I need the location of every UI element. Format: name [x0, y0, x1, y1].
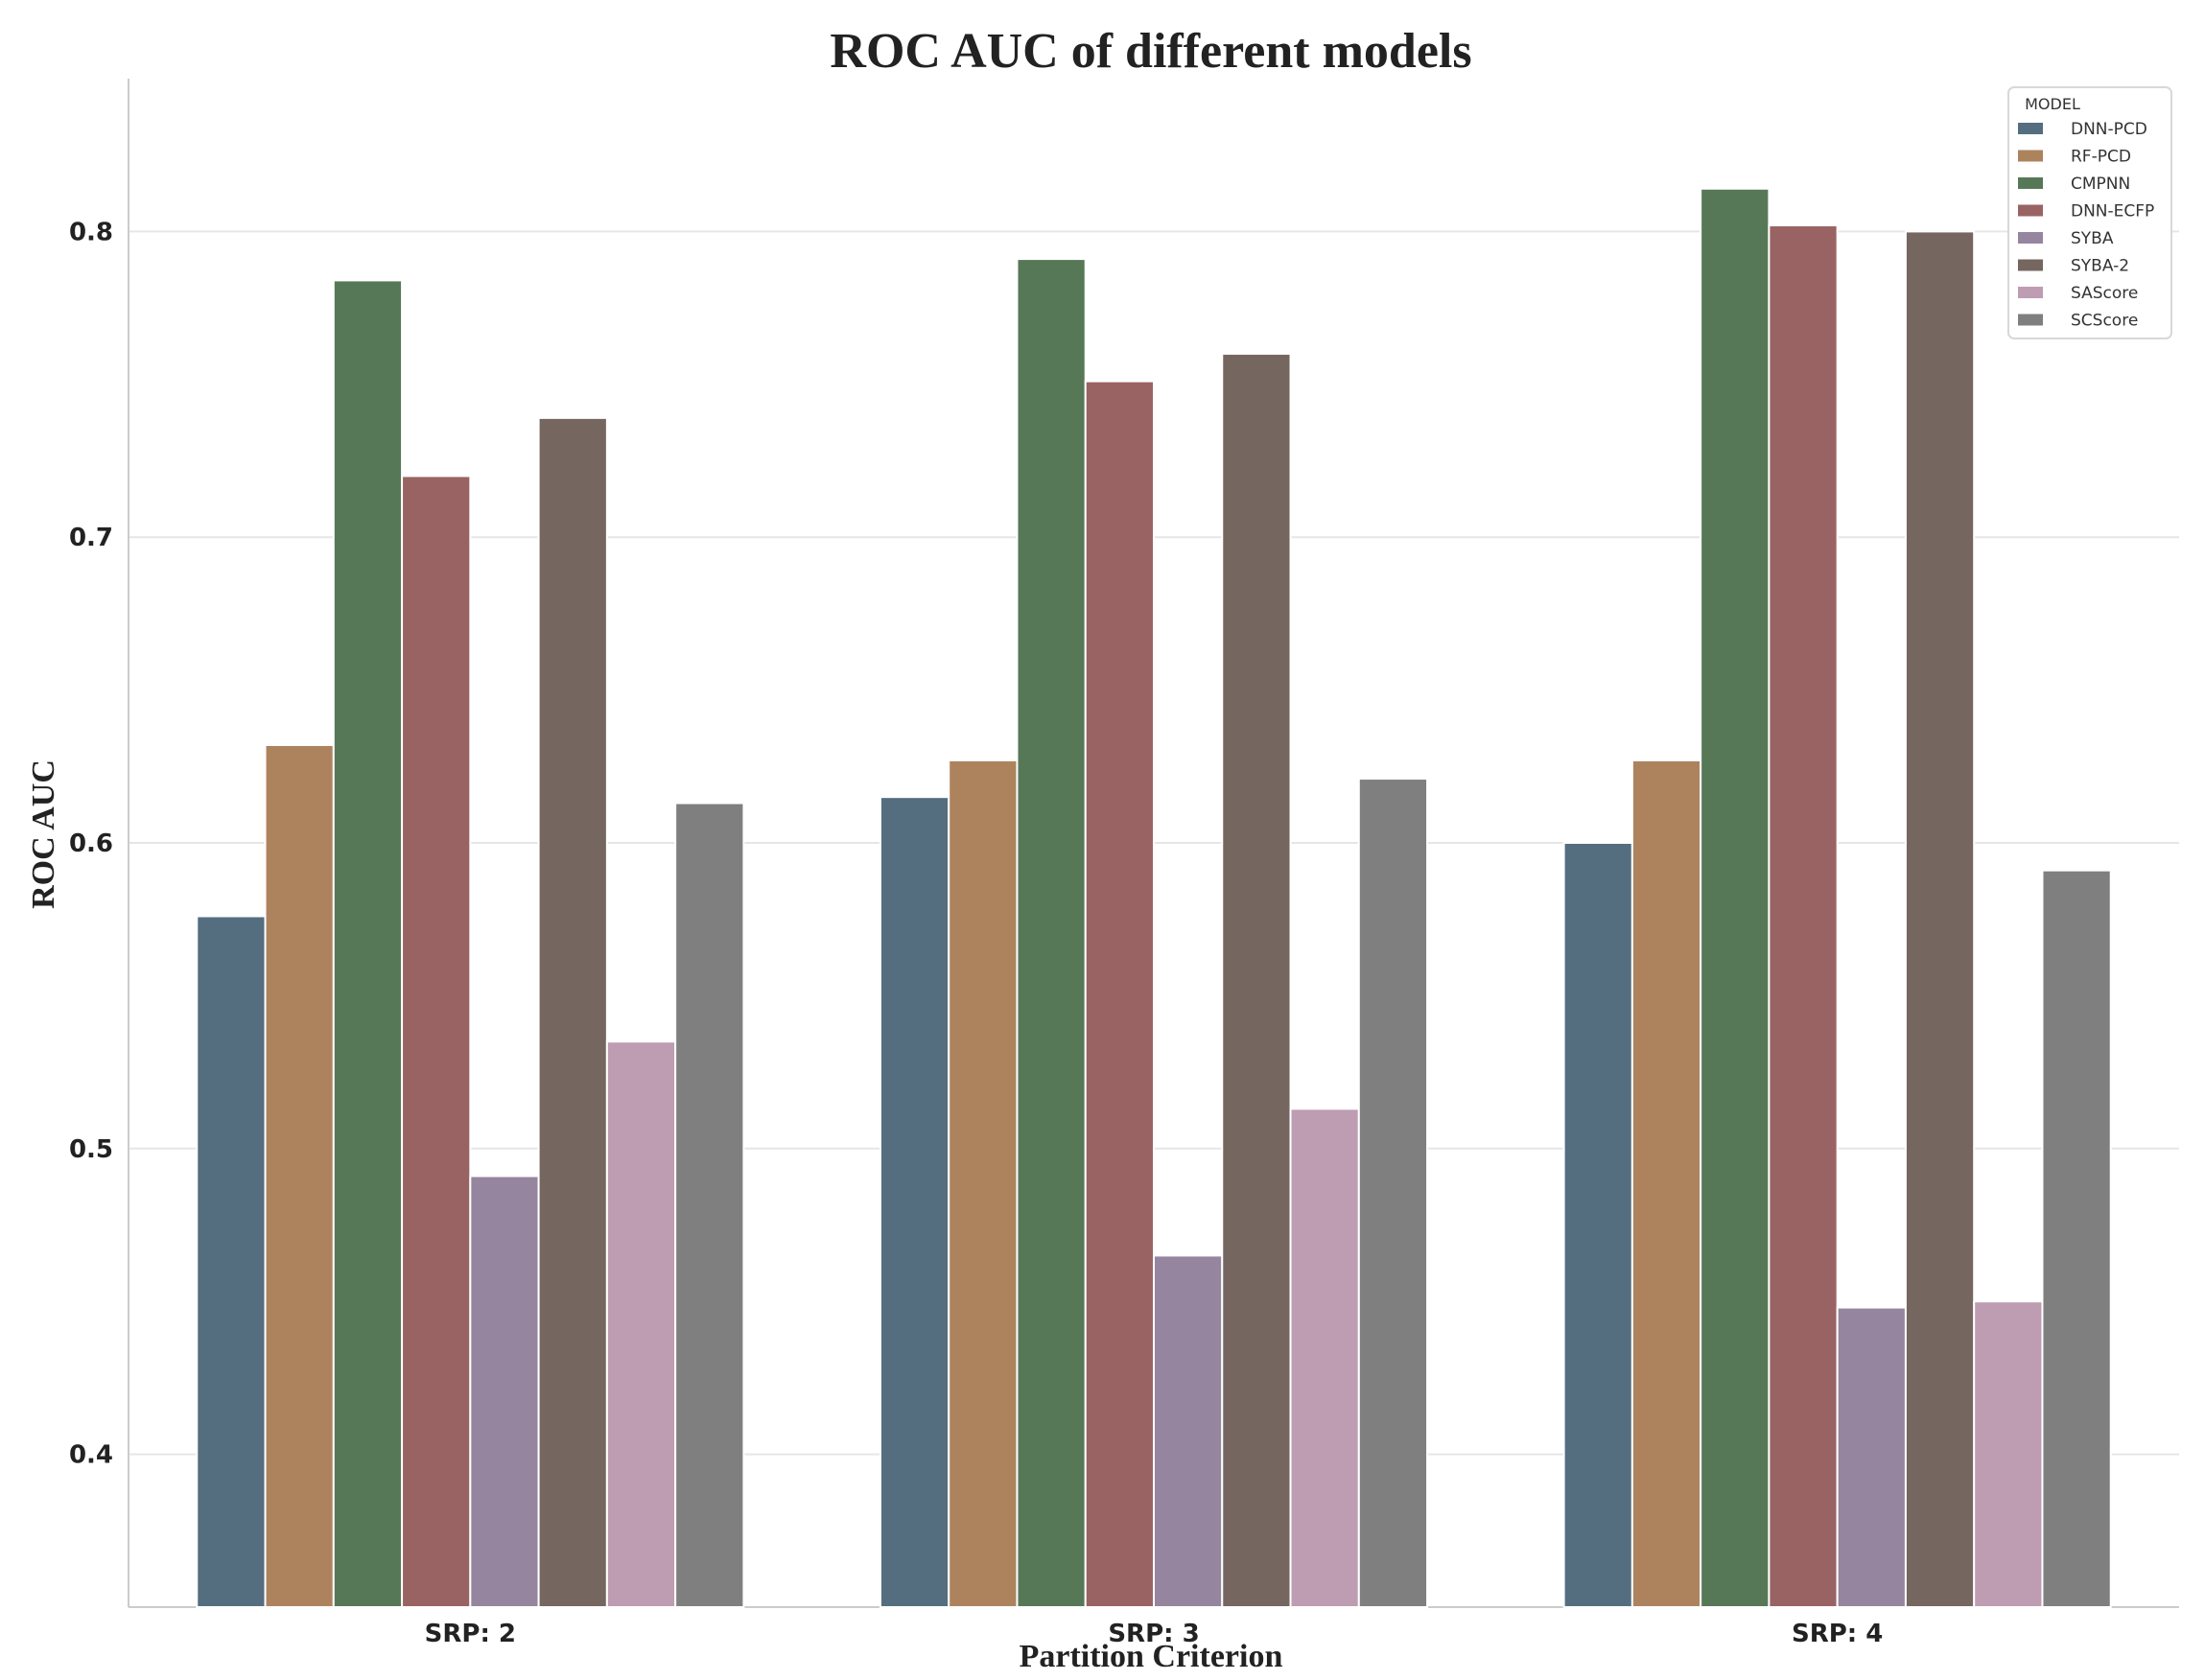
- chart-title: ROC AUC of different models: [830, 24, 1471, 79]
- legend-items: DNN-PCD RF-PCD CMPNN DNN-ECFP SYBA SYBA-2 SASc…: [2018, 120, 2154, 331]
- y-tick-label: 0.5: [69, 1135, 113, 1164]
- legend-swatch: [2018, 204, 2043, 217]
- x-tick-label: SRP: 4: [1792, 1620, 1883, 1648]
- x-tick-label: SRP: 3: [1108, 1620, 1199, 1648]
- legend: MODEL DNN-PCD RF-PCD CMPNN DNN-ECFP SYBA SYBA…: [2007, 86, 2172, 339]
- bar-syba-2-3: [1221, 352, 1292, 1608]
- bar-rf-pcd-3: [948, 758, 1019, 1608]
- bar-syba-3: [1153, 1254, 1224, 1608]
- legend-label: CMPNN: [2071, 175, 2130, 194]
- bar-dnn-pcd-3: [879, 796, 950, 1608]
- bar-dnn-pcd-4: [1562, 842, 1633, 1608]
- y-tick-label: 0.4: [69, 1441, 113, 1470]
- legend-swatch: [2018, 287, 2043, 298]
- bar-sascore-3: [1289, 1108, 1360, 1608]
- legend-label: DNN-PCD: [2071, 120, 2147, 139]
- x-axis-label: Partition Criterion: [1020, 1639, 1283, 1674]
- bar-scscore-3: [1357, 778, 1429, 1608]
- bar-syba-2: [469, 1175, 540, 1608]
- bar-cmpnn-3: [1016, 258, 1087, 1608]
- x-tick-label: SRP: 2: [425, 1620, 516, 1648]
- bar-syba-2-2: [537, 416, 608, 1608]
- legend-swatch: [2018, 314, 2043, 326]
- legend-label: SYBA: [2071, 229, 2114, 248]
- bar-dnn-ecfp-4: [1768, 224, 1839, 1608]
- bar-syba-4: [1836, 1306, 1907, 1609]
- bar-rf-pcd-2: [264, 743, 335, 1608]
- legend-swatch: [2018, 232, 2043, 244]
- bar-scscore-4: [2041, 869, 2112, 1608]
- bar-sascore-2: [605, 1040, 677, 1608]
- y-tick-label: 0.8: [69, 218, 113, 246]
- bars: [196, 187, 2112, 1609]
- legend-title: MODEL: [2025, 95, 2080, 113]
- legend-label: SAScore: [2071, 284, 2138, 303]
- legend-box: [2007, 86, 2172, 339]
- bar-syba-2-4: [1904, 230, 1976, 1608]
- bar-dnn-ecfp-3: [1084, 380, 1155, 1608]
- legend-swatch: [2018, 177, 2043, 189]
- y-tick-label: 0.6: [69, 829, 113, 858]
- bar-dnn-ecfp-2: [401, 475, 472, 1609]
- legend-swatch: [2018, 150, 2043, 162]
- tick-labels: 0.4 0.5 0.6 0.7 0.8 SRP: 2 SRP: 3 SRP: 4: [69, 218, 1883, 1648]
- legend-label: RF-PCD: [2071, 148, 2131, 167]
- legend-label: SYBA-2: [2071, 257, 2129, 276]
- bar-cmpnn-2: [332, 279, 404, 1609]
- bar-scscore-2: [674, 802, 745, 1608]
- legend-swatch: [2018, 259, 2043, 271]
- bar-dnn-pcd-2: [196, 915, 267, 1608]
- bar-cmpnn-4: [1700, 187, 1771, 1609]
- legend-label: DNN-ECFP: [2071, 202, 2154, 222]
- y-tick-label: 0.7: [69, 524, 113, 552]
- bar-sascore-4: [1973, 1300, 2044, 1608]
- legend-swatch: [2018, 123, 2043, 134]
- y-axis-label: ROC AUC: [26, 759, 61, 909]
- bar-rf-pcd-4: [1630, 758, 1702, 1608]
- legend-label: SCScore: [2071, 312, 2138, 331]
